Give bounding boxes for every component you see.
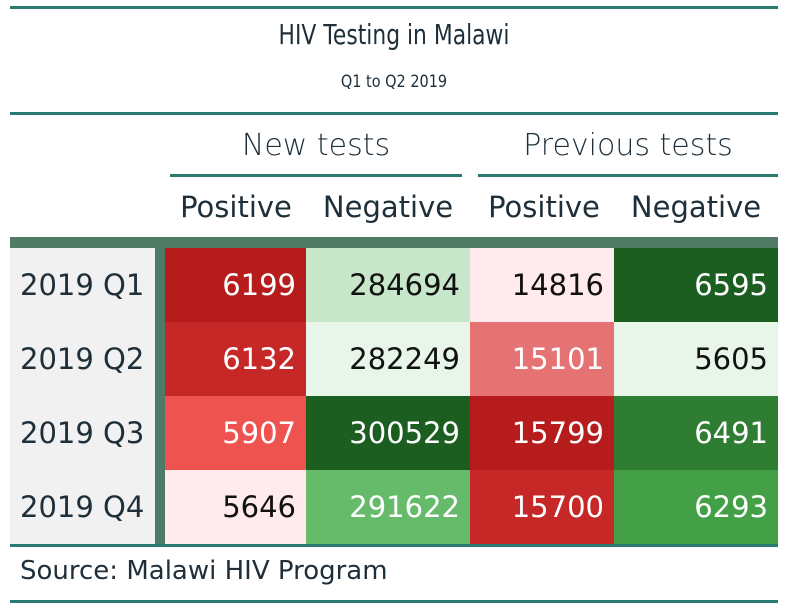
source-note: Source: Malawi HIV Program (20, 556, 388, 586)
row-label: 2019 Q4 (20, 490, 145, 524)
row-label: 2019 Q3 (20, 416, 145, 450)
chart-subtitle: Q1 to Q2 2019 (340, 72, 448, 92)
group-underline-new-tests (170, 174, 462, 177)
table-cell-prev-positive: 15799 (470, 396, 614, 470)
column-header-prev-negative: Negative (630, 190, 762, 224)
bottom-rule (10, 600, 778, 603)
header-bar (10, 237, 778, 248)
table-cell-new-positive: 6132 (165, 322, 306, 396)
table-cell-new-negative: 291622 (306, 470, 470, 544)
table-cell-new-positive: 5907 (165, 396, 306, 470)
column-header-new-negative: Negative (322, 190, 454, 224)
column-header-prev-positive: Positive (488, 190, 600, 224)
row-label: 2019 Q2 (20, 342, 145, 376)
table-cell-new-negative: 282249 (306, 322, 470, 396)
table-cell-prev-negative: 6595 (614, 248, 778, 322)
table-cell-prev-positive: 15700 (470, 470, 614, 544)
row-header-background (10, 248, 155, 544)
table-cell-new-negative: 300529 (306, 396, 470, 470)
chart-title: HIV Testing in Malawi (278, 18, 510, 51)
table-cell-prev-negative: 5605 (614, 322, 778, 396)
title-rule (10, 112, 778, 115)
row-label: 2019 Q1 (20, 268, 145, 302)
column-header-new-positive: Positive (180, 190, 292, 224)
table-cell-prev-positive: 15101 (470, 322, 614, 396)
table-cell-new-positive: 6199 (165, 248, 306, 322)
group-header-new-tests: New tests (241, 128, 391, 163)
table-cell-new-negative: 284694 (306, 248, 470, 322)
row-header-separator (155, 248, 165, 544)
top-rule (10, 6, 778, 9)
group-underline-previous-tests (478, 174, 778, 177)
source-rule (10, 544, 778, 547)
table-cell-prev-positive: 14816 (470, 248, 614, 322)
table-cell-new-positive: 5646 (165, 470, 306, 544)
table-cell-prev-negative: 6293 (614, 470, 778, 544)
group-header-previous-tests: Previous tests (523, 128, 733, 163)
table-cell-prev-negative: 6491 (614, 396, 778, 470)
